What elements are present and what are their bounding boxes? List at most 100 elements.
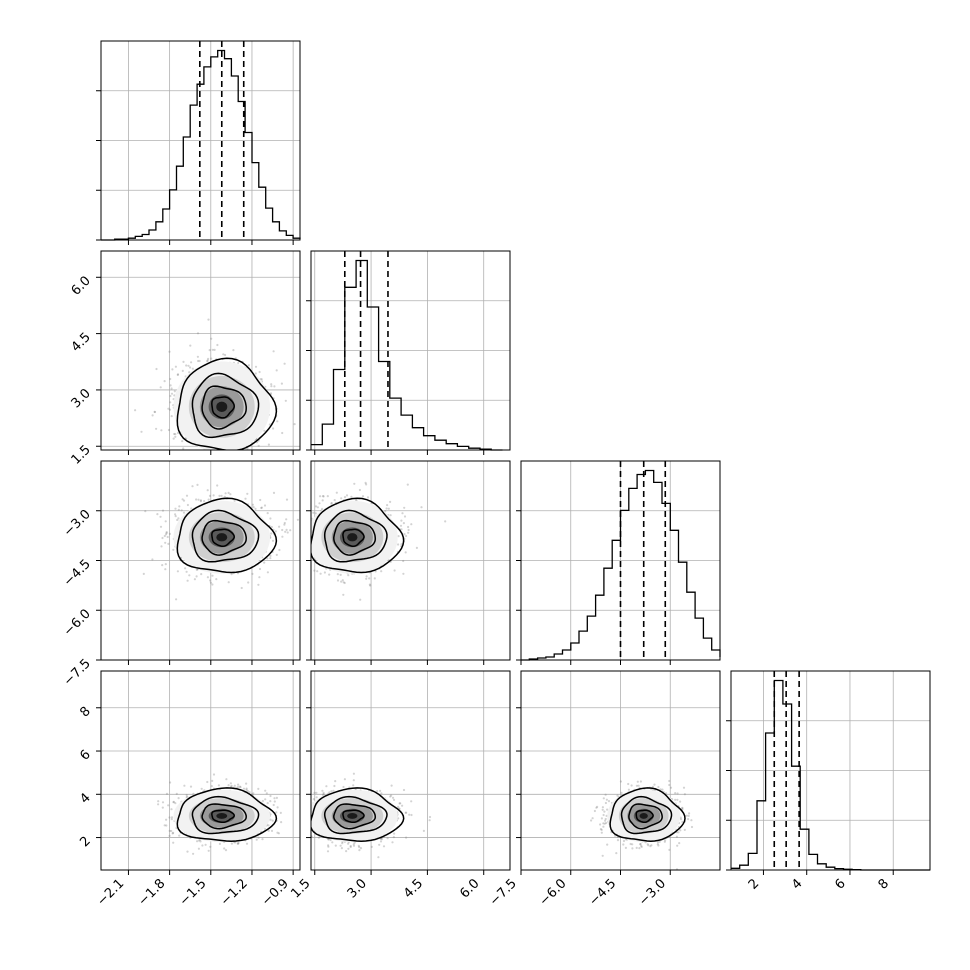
sample-point [263, 561, 266, 564]
sample-point [173, 394, 176, 397]
sample-point [237, 842, 240, 845]
sample-point [207, 357, 210, 360]
sample-point [207, 849, 210, 852]
sample-point [142, 572, 145, 576]
sample-point [181, 369, 184, 372]
sample-point [267, 824, 270, 827]
sample-point [365, 483, 368, 486]
histogram-steps [101, 49, 301, 241]
sample-point [173, 432, 176, 436]
sample-point [405, 534, 408, 538]
sample-point [297, 531, 299, 533]
sample-point [319, 572, 322, 575]
sample-point [403, 506, 406, 509]
sample-point [216, 343, 219, 347]
sample-point [245, 787, 248, 790]
sample-point [172, 831, 175, 835]
sample-point [176, 373, 180, 376]
sample-point [341, 579, 344, 582]
sample-point [269, 557, 272, 560]
sample-point [172, 841, 175, 844]
sample-point [285, 498, 289, 501]
sample-point [218, 842, 221, 846]
sample-point [189, 366, 192, 369]
sample-point [339, 844, 342, 847]
sample-point [161, 536, 164, 540]
sample-point [197, 498, 200, 501]
sample-point [368, 577, 371, 580]
sample-point [177, 517, 180, 520]
sample-point [265, 792, 268, 795]
sample-point [385, 507, 388, 510]
sample-point [342, 785, 345, 789]
sample-point [165, 824, 168, 827]
sample-point [199, 499, 202, 502]
sample-point [232, 349, 235, 352]
sample-point [270, 525, 273, 529]
sample-point [340, 580, 343, 583]
sample-point [403, 533, 406, 536]
sample-point [174, 435, 177, 438]
contour-line [191, 372, 260, 439]
sample-point [314, 512, 317, 515]
sample-point [204, 843, 207, 846]
sample-point [304, 804, 306, 806]
sample-point [285, 518, 288, 521]
sample-point [403, 515, 407, 518]
panel-frame [310, 250, 511, 451]
sample-point [209, 579, 212, 582]
sample-point [397, 535, 400, 538]
sample-point [239, 786, 242, 789]
sample-point [271, 539, 275, 542]
scatter-panel-2-0 [100, 460, 301, 661]
sample-point [171, 832, 174, 835]
sample-point [247, 364, 250, 367]
contour-line [176, 497, 278, 574]
sample-point [251, 572, 254, 576]
density-fill [216, 812, 228, 819]
sample-point [278, 525, 281, 528]
sample-point [182, 360, 185, 363]
sample-point [410, 523, 413, 526]
sample-point [209, 581, 212, 584]
sample-point [220, 494, 223, 497]
sample-point [185, 570, 188, 573]
sample-point [315, 796, 318, 799]
sample-point [289, 529, 292, 532]
sample-point [400, 528, 403, 531]
sample-point [197, 359, 200, 363]
sample-point [161, 801, 165, 804]
sample-point [186, 503, 189, 507]
sample-point [168, 834, 171, 838]
sample-point [273, 385, 276, 388]
sample-point [387, 507, 390, 510]
sample-point [197, 847, 200, 850]
sample-point [254, 365, 258, 368]
sample-point [336, 573, 339, 576]
sample-point [393, 569, 396, 572]
sample-point [170, 818, 173, 821]
sample-point [377, 856, 380, 859]
sample-point [216, 484, 219, 487]
sample-point [277, 832, 280, 835]
sample-point [200, 573, 203, 576]
sample-point [270, 829, 274, 833]
sample-point [361, 495, 365, 498]
sample-point [168, 532, 171, 536]
sample-point [192, 792, 195, 796]
sample-point [167, 542, 170, 546]
panel-frame [100, 250, 301, 451]
sample-point [304, 528, 306, 530]
sample-point [167, 804, 170, 807]
histogram-steps [731, 679, 930, 871]
sample-point [428, 819, 431, 822]
panel-content [304, 772, 432, 859]
sample-point [407, 531, 410, 534]
sample-point [323, 571, 326, 574]
sample-point [170, 387, 173, 390]
sample-point [153, 410, 156, 413]
sample-point [219, 455, 221, 457]
sample-point [246, 789, 249, 793]
sample-point [163, 824, 166, 827]
sample-point [281, 528, 284, 532]
